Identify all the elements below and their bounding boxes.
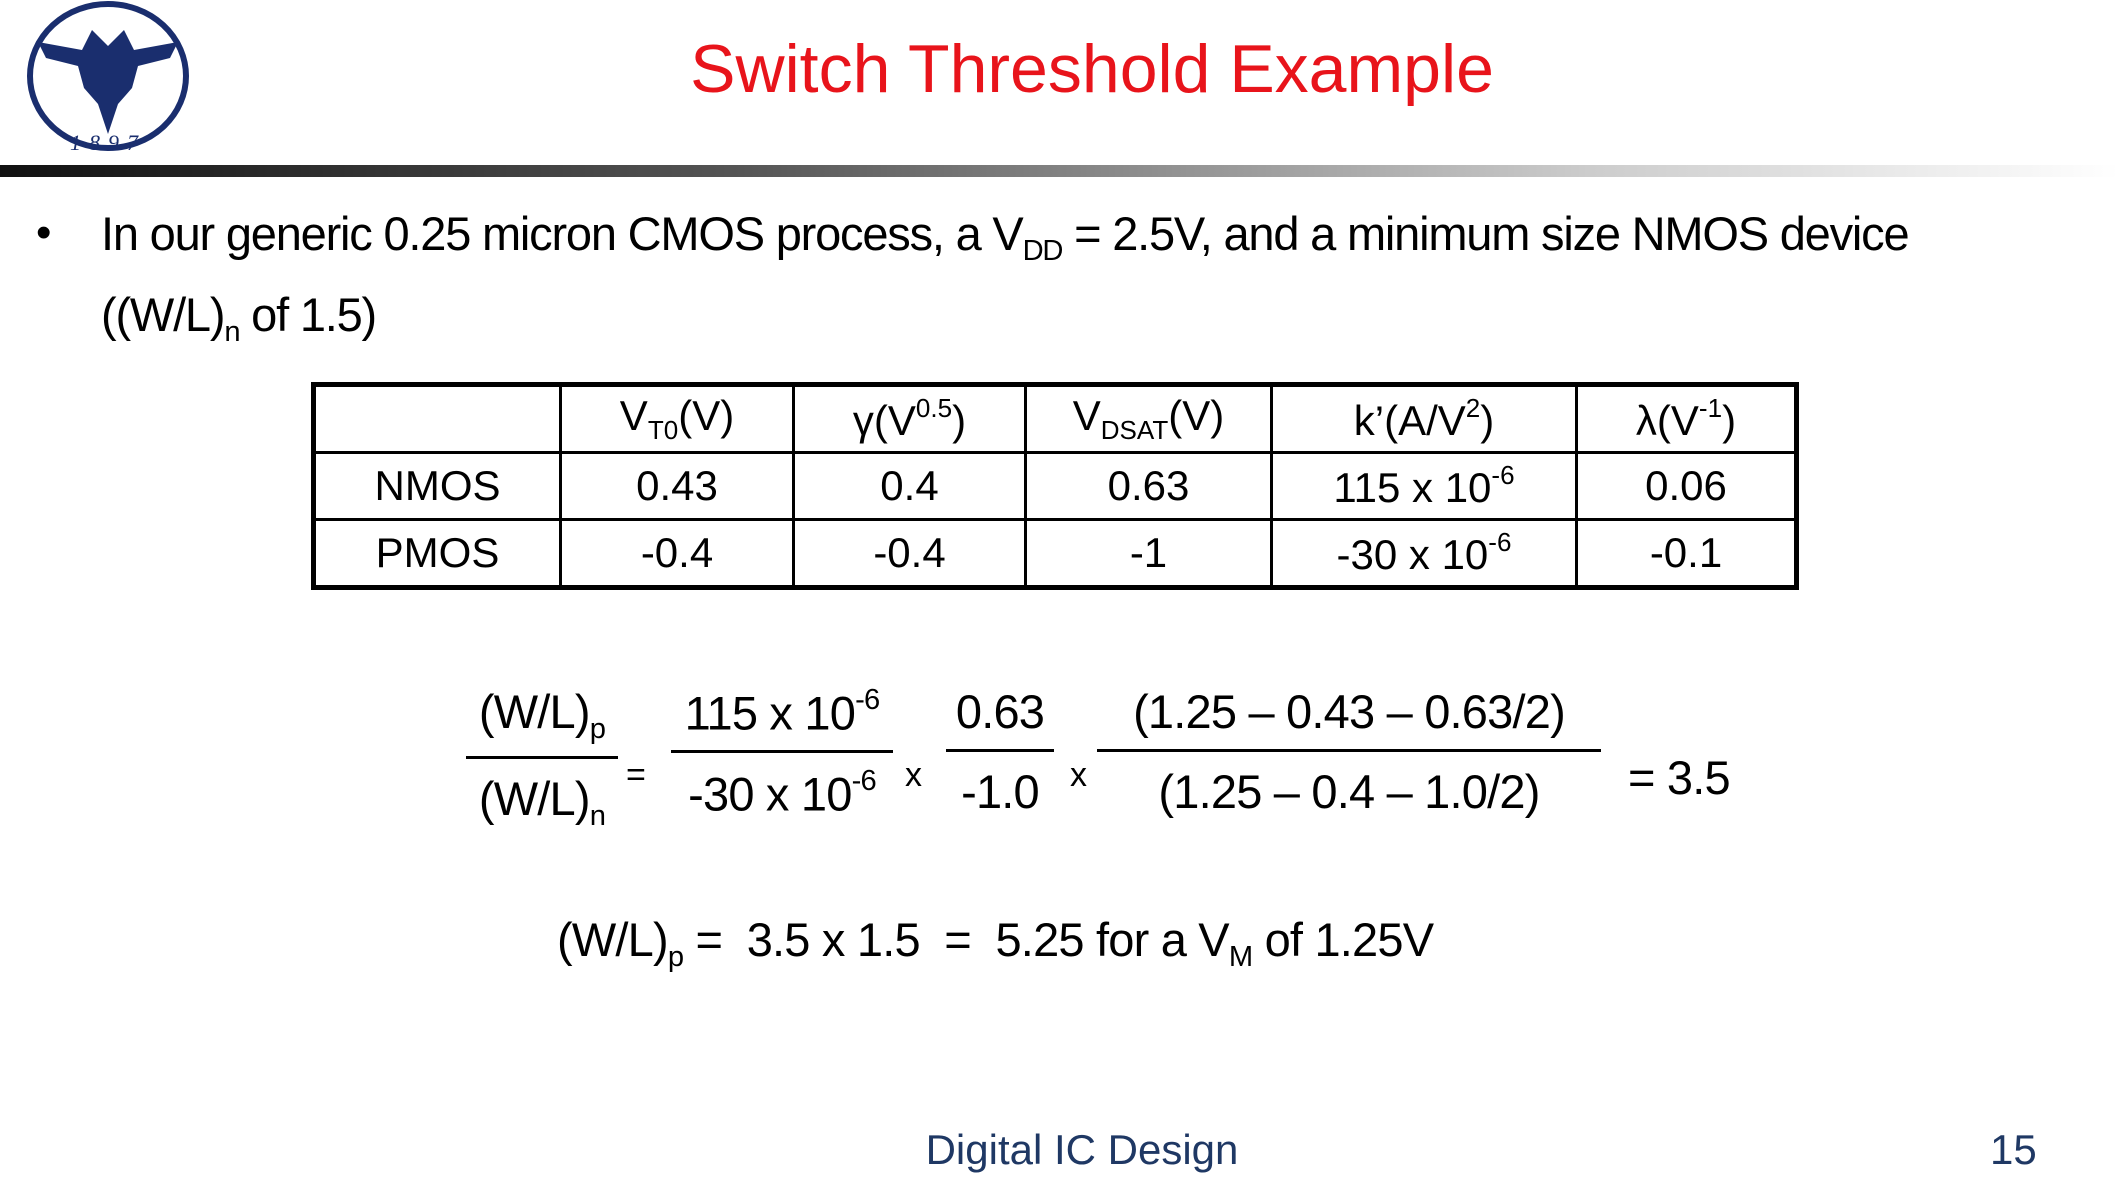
text-run: (1.25 – 0.4 – 1.0/2) — [1158, 765, 1540, 818]
numerator: 0.63 — [955, 684, 1045, 749]
table-cell: -1 — [1024, 518, 1273, 589]
text-run: ((W/L) — [101, 288, 226, 342]
fraction: 115 x 10-6 -30 x 10-6 — [671, 684, 893, 822]
numerator: (1.25 – 0.43 – 0.63/2) — [1133, 684, 1566, 749]
subscript: T0 — [647, 415, 679, 446]
denominator: -30 x 10-6 — [671, 750, 893, 821]
subscript: n — [224, 316, 240, 349]
operator: x — [1070, 756, 1087, 794]
subscript: p — [589, 713, 606, 746]
text-run: ) — [1722, 397, 1737, 445]
subscript: DSAT — [1100, 415, 1169, 446]
text-run: ) — [1480, 397, 1495, 445]
header-cell: VT0(V) — [559, 383, 795, 454]
text-run: γ(V — [852, 397, 916, 445]
table-cell: 115 x 10-6 — [1270, 451, 1578, 521]
fraction: 0.63 -1.0 — [946, 684, 1054, 819]
text-run: -30 x 10 — [688, 767, 852, 821]
text-run: (1.25 – 0.43 – 0.63/2) — [1133, 685, 1566, 738]
header-cell — [312, 383, 562, 454]
text-run: 0.63 — [955, 685, 1045, 738]
table-cell: -0.4 — [792, 518, 1027, 589]
text-run: of 1.25V — [1252, 913, 1435, 966]
numerator: 115 x 10-6 — [684, 684, 881, 750]
text-run: (W/L) — [478, 772, 591, 826]
text-run: 115 x 10 — [684, 686, 856, 740]
table-row: NMOS 0.43 0.4 0.63 115 x 10-6 0.06 — [312, 451, 1798, 521]
superscript: 2 — [1465, 392, 1481, 423]
table-cell: 0.63 — [1024, 451, 1273, 521]
table-cell: PMOS — [312, 518, 562, 589]
superscript: -6 — [1488, 526, 1512, 557]
operator: x — [905, 756, 922, 794]
subscript: p — [667, 941, 684, 974]
text-run: 115 x 10 — [1333, 464, 1492, 512]
text-run: (V) — [1168, 391, 1225, 439]
operator: = 3.5 — [1628, 751, 1731, 804]
denominator: (W/L)n — [466, 756, 618, 833]
text-run: (V) — [678, 391, 735, 439]
header-row: VT0(V) γ(V0.5) VDSAT(V) k’(A/V2) λ(V-1) — [312, 383, 1798, 454]
logo-year: 1897 — [70, 130, 146, 155]
result-equation: (W/L)p = 3.5 x 1.5 = 5.25 for a VM of 1.… — [557, 912, 1435, 974]
denominator: -1.0 — [946, 749, 1054, 819]
text-run: of 1.5) — [239, 288, 377, 342]
header-cell: γ(V0.5) — [792, 383, 1027, 454]
parameter-table: VT0(V) γ(V0.5) VDSAT(V) k’(A/V2) λ(V-1) NMOS 0… — [311, 382, 1799, 590]
slide-title: Switch Threshold Example — [690, 31, 1494, 107]
text-run: = 2.5V, and a minimum size NMOS device — [1062, 207, 1910, 260]
header-cell: VDSAT(V) — [1024, 383, 1273, 454]
table-cell: 0.06 — [1575, 451, 1798, 521]
text-run: -1.0 — [961, 765, 1040, 818]
superscript: -6 — [855, 684, 880, 716]
text-run: k’(A/V — [1353, 397, 1466, 445]
text-run: -30 x 10 — [1336, 531, 1489, 579]
page-number: 15 — [1990, 1126, 2037, 1173]
title-rule — [0, 165, 2119, 177]
superscript: -6 — [851, 765, 877, 798]
text-run: λ(V — [1635, 397, 1699, 445]
superscript: -1 — [1698, 392, 1723, 423]
table-cell: 0.4 — [792, 451, 1027, 521]
fraction: (W/L)p (W/L)n — [466, 684, 618, 833]
table-cell: -30 x 10-6 — [1270, 518, 1578, 589]
text-run: V — [619, 391, 648, 439]
header-cell: k’(A/V2) — [1270, 383, 1578, 454]
numerator: (W/L)p — [478, 684, 606, 756]
operator: = — [626, 756, 646, 794]
table-cell: 0.43 — [559, 451, 795, 521]
header-cell: λ(V-1) — [1575, 383, 1798, 454]
table-row: PMOS -0.4 -0.4 -1 -30 x 10-6 -0.1 — [312, 518, 1798, 589]
table-cell: -0.1 — [1575, 518, 1798, 589]
bullet-text: In our generic 0.25 micron CMOS process,… — [101, 202, 1910, 364]
table-cell: -0.4 — [559, 518, 795, 589]
footer-course: Digital IC Design — [925, 1126, 1239, 1173]
text-run: = 3.5 x 1.5 = 5.25 for a V — [683, 913, 1230, 966]
subscript: M — [1228, 941, 1253, 974]
superscript: 0.5 — [915, 392, 953, 423]
subscript: DD — [1022, 235, 1064, 268]
text-run: ) — [952, 397, 967, 445]
fraction: (1.25 – 0.43 – 0.63/2) (1.25 – 0.4 – 1.0/… — [1097, 684, 1601, 819]
table-cell: NMOS — [312, 451, 562, 521]
subscript: n — [589, 800, 606, 833]
bullet-marker: • — [36, 208, 52, 257]
superscript: -6 — [1491, 459, 1515, 490]
text-run: In our generic 0.25 micron CMOS process,… — [101, 207, 1024, 260]
text-run: (W/L) — [478, 685, 591, 738]
logo: 1897 — [27, 1, 189, 155]
denominator: (1.25 – 0.4 – 1.0/2) — [1097, 749, 1601, 819]
text-run: V — [1072, 391, 1101, 439]
text-run: (W/L) — [557, 913, 669, 966]
